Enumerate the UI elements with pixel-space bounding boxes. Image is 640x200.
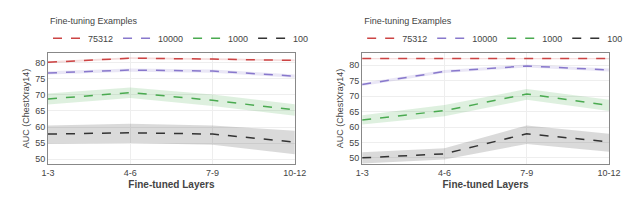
svg-text:10000: 10000 [472,34,497,44]
svg-text:Fine-tuning Examples: Fine-tuning Examples [364,16,452,26]
svg-text:75: 75 [349,76,359,86]
svg-text:100: 100 [293,34,308,44]
svg-text:10-12: 10-12 [283,168,306,178]
svg-text:7-9: 7-9 [520,168,533,178]
svg-text:1-3: 1-3 [356,168,369,178]
svg-text:10-12: 10-12 [597,168,620,178]
svg-text:1000: 1000 [542,34,562,44]
svg-text:4-6: 4-6 [438,168,451,178]
svg-text:60: 60 [35,122,45,132]
svg-text:Fine-tuning Examples: Fine-tuning Examples [50,16,138,26]
svg-text:65: 65 [35,106,45,116]
svg-text:55: 55 [349,138,359,148]
svg-text:AUC (ChestXray14): AUC (ChestXray14) [21,69,31,149]
svg-text:Fine-tuned Layers: Fine-tuned Layers [128,179,215,190]
svg-text:65: 65 [349,107,359,117]
svg-text:75312: 75312 [402,34,427,44]
svg-text:75: 75 [35,74,45,84]
svg-text:1-3: 1-3 [41,168,54,178]
svg-text:7-9: 7-9 [206,168,219,178]
svg-text:80: 80 [349,60,359,70]
svg-text:75312: 75312 [88,34,113,44]
svg-text:60: 60 [349,122,359,132]
svg-text:4-6: 4-6 [124,168,137,178]
svg-text:AUC (ChestXray14): AUC (ChestXray14) [335,69,345,149]
svg-text:70: 70 [35,90,45,100]
svg-text:80: 80 [35,58,45,68]
svg-text:70: 70 [349,91,359,101]
svg-text:50: 50 [35,154,45,164]
svg-text:100: 100 [607,34,622,44]
svg-text:1000: 1000 [228,34,248,44]
svg-text:50: 50 [349,153,359,163]
svg-text:Fine-tuned Layers: Fine-tuned Layers [443,179,530,190]
svg-text:55: 55 [35,138,45,148]
svg-text:10000: 10000 [158,34,183,44]
